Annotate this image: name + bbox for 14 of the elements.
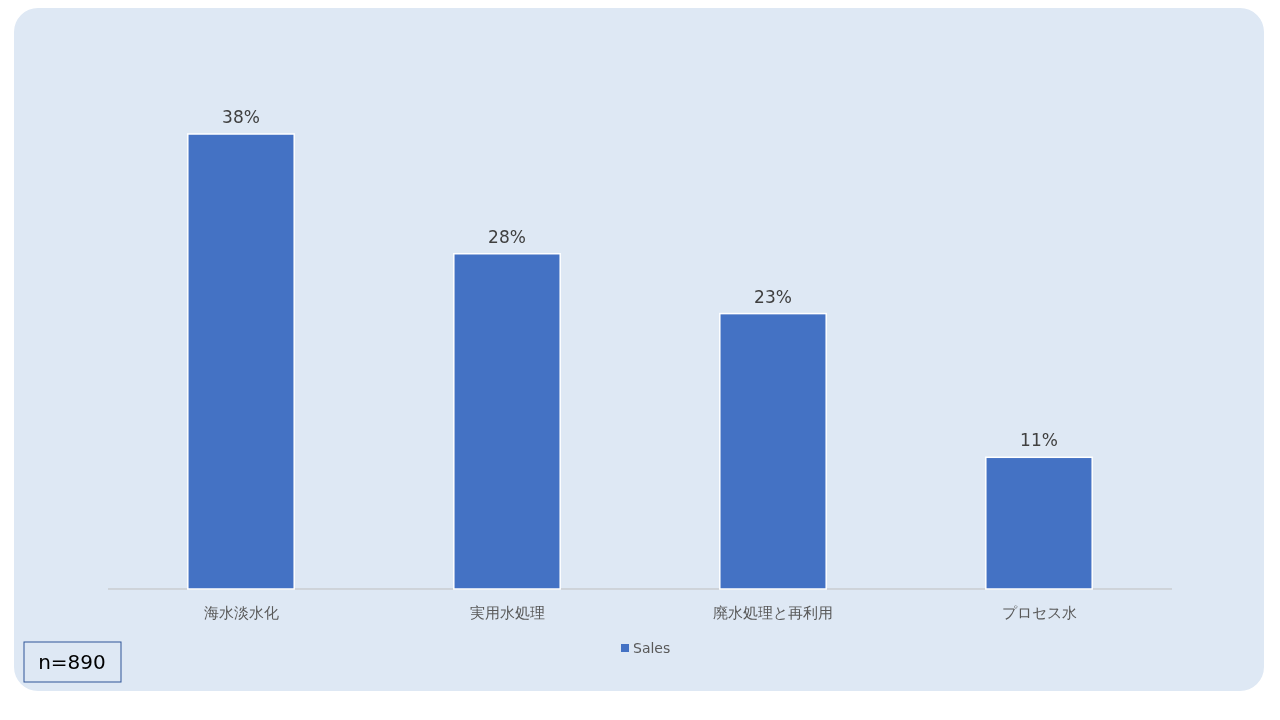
- bar: [453, 252, 561, 590]
- data-label: 23%: [754, 286, 792, 307]
- bar: [985, 456, 1093, 590]
- bar: [719, 312, 827, 590]
- data-label: 38%: [222, 107, 260, 127]
- bar: [187, 133, 295, 590]
- x-tick-label: 実用水処理: [469, 604, 545, 622]
- text: n=890: [38, 650, 106, 674]
- data-label: 11%: [1020, 430, 1058, 451]
- x-tick-label: 廃水処理と再利用: [713, 604, 833, 622]
- x-tick-label: 海水淡水化: [203, 604, 279, 622]
- data-label: 28%: [488, 226, 526, 247]
- x-tick-label: プロセス水: [1001, 604, 1077, 622]
- legend-label: Sales: [633, 640, 671, 656]
